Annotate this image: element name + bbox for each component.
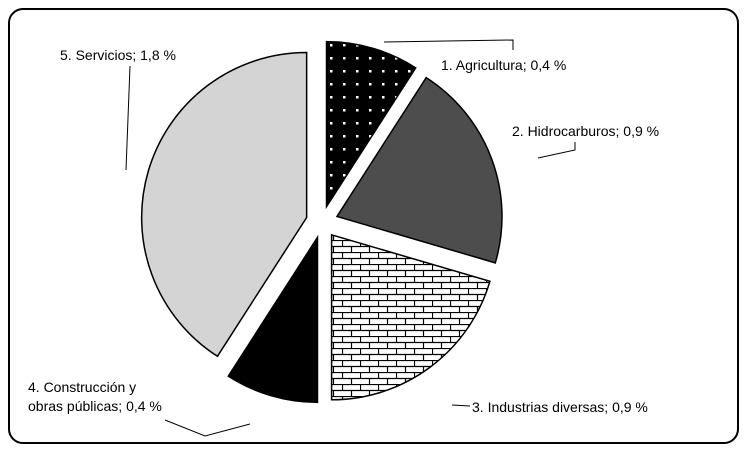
pie-slice [335, 76, 503, 264]
label-separator: ; [118, 398, 127, 414]
data-label: 2. Hidrocarburos; 0,9 % [512, 122, 659, 141]
data-label: 4. Construcción y obras públicas; 0,4 % [28, 378, 168, 416]
category-label: 1. Agricultura [441, 57, 523, 73]
pie-slice [140, 51, 308, 358]
leader-line [125, 65, 131, 171]
data-label: 3. Industrias diversas; 0,9 % [472, 398, 648, 417]
label-separator: ; [132, 47, 141, 63]
data-label: 5. Servicios; 1,8 % [60, 46, 176, 65]
category-label: 2. Hidrocarburos [512, 123, 616, 139]
value-label: 0,4 % [126, 398, 162, 414]
leader-line [451, 404, 471, 407]
category-label: 4. Construcción y obras públicas [28, 379, 141, 414]
value-label: 0,9 % [612, 399, 648, 415]
pie-slice [227, 234, 319, 404]
data-label: 1. Agricultura; 0,4 % [441, 56, 566, 75]
pie-slice [330, 233, 491, 401]
leader-lines [125, 39, 576, 437]
leader-line [164, 419, 251, 437]
value-label: 0,4 % [530, 57, 567, 73]
leader-line [383, 39, 514, 50]
label-separator: ; [615, 123, 624, 139]
category-label: 3. Industrias diversas [472, 399, 605, 415]
category-label: 5. Servicios [60, 47, 133, 63]
value-label: 0,9 % [623, 123, 660, 139]
value-label: 1,8 % [140, 47, 176, 63]
frame [8, 8, 739, 444]
leader-line [537, 142, 576, 159]
pie-slice [325, 40, 417, 210]
label-separator: ; [604, 399, 613, 415]
label-separator: ; [522, 57, 531, 73]
